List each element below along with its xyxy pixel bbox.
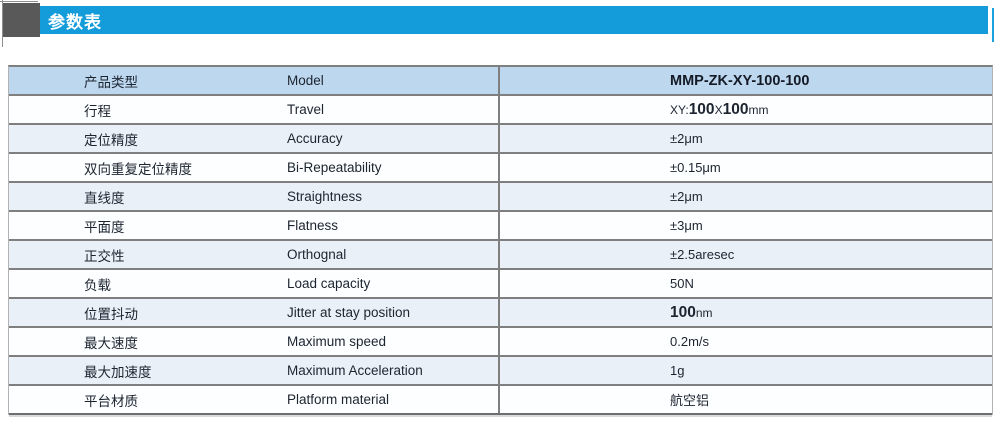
param-value-part: 100 (670, 303, 696, 321)
section-header-bar: 参数表 (40, 6, 988, 34)
page-corner-vertical-line (2, 0, 3, 47)
param-value-part: nm (695, 305, 713, 320)
table-row: 平面度 Flatness ±3μm (9, 212, 992, 241)
param-value: ±0.15μm (498, 154, 992, 181)
table-row: 最大速度 Maximum speed 0.2m/s (9, 328, 992, 357)
param-name-en: Model (287, 73, 324, 88)
param-value-part: 100 (688, 100, 715, 118)
param-value: XY: 100 X 100 mm (498, 96, 992, 123)
table-row: 正交性 Orthognal ±2.5aresec (9, 241, 992, 270)
section-title: 参数表 (48, 12, 102, 32)
param-name-en: Travel (287, 102, 325, 117)
param-name-en: Straightness (287, 189, 363, 204)
table-row: 位置抖动 Jitter at stay position 100 nm (9, 299, 992, 328)
param-name-en: Bi-Repeatability (287, 160, 382, 175)
param-value: 0.2m/s (498, 328, 992, 355)
param-value: MMP-ZK-XY-100-100 (498, 67, 992, 94)
param-value: 100 nm (498, 299, 992, 326)
param-value: 1g (498, 357, 992, 384)
param-value: ±2μm (498, 125, 992, 152)
table-row: 直线度 Straightness ±2μm (9, 183, 992, 212)
param-name-en: Maximum Acceleration (287, 363, 423, 378)
param-name-cn: 平台材质 (84, 393, 138, 409)
param-name-cn: 产品类型 (84, 74, 138, 90)
param-value: 50N (498, 270, 992, 297)
param-value-part: X (714, 102, 723, 117)
section-header-block (3, 3, 40, 37)
param-name-cn: 行程 (84, 103, 111, 119)
param-name-cn: 最大加速度 (84, 364, 152, 380)
param-value-part: 100 (722, 100, 749, 118)
parameters-table: 产品类型 Model MMP-ZK-XY-100-100 行程 Travel XY: 100… (8, 65, 993, 415)
param-name-cn: 双向重复定位精度 (84, 161, 192, 177)
table-row: 双向重复定位精度 Bi-Repeatability ±0.15μm (9, 154, 992, 183)
param-name-cn: 最大速度 (84, 335, 138, 351)
table-row: 最大加速度 Maximum Acceleration 1g (9, 357, 992, 386)
param-name-en: Maximum speed (287, 334, 387, 349)
param-name-cn: 直线度 (84, 190, 125, 206)
param-value: ±2μm (498, 183, 992, 210)
table-row: 产品类型 Model MMP-ZK-XY-100-100 (9, 67, 992, 96)
param-name-en: Load capacity (287, 276, 371, 291)
table-row: 定位精度 Accuracy ±2μm (9, 125, 992, 154)
param-value: 航空铝 (498, 386, 992, 413)
table-row: 行程 Travel XY: 100 X 100 mm (9, 96, 992, 125)
page-corner-horizontal-line (0, 1, 38, 2)
param-value: ±2.5aresec (498, 241, 992, 268)
table-row: 平台材质 Platform material 航空铝 (9, 386, 992, 415)
param-value-part: mm (748, 102, 769, 117)
param-name-cn: 负载 (84, 277, 111, 293)
param-name-cn: 位置抖动 (84, 306, 138, 322)
param-name-en: Platform material (287, 392, 390, 407)
param-name-en: Flatness (287, 218, 339, 233)
param-name-en: Orthognal (287, 247, 347, 262)
param-name-cn: 平面度 (84, 219, 125, 235)
param-value-part: XY: (670, 102, 689, 117)
param-name-cn: 正交性 (84, 248, 125, 264)
param-value: ±3μm (498, 212, 992, 239)
section-header-accent-line (992, 8, 994, 42)
param-name-cn: 定位精度 (84, 132, 138, 148)
param-name-en: Accuracy (287, 131, 343, 146)
table-row: 负载 Load capacity 50N (9, 270, 992, 299)
param-name-en: Jitter at stay position (287, 305, 411, 320)
